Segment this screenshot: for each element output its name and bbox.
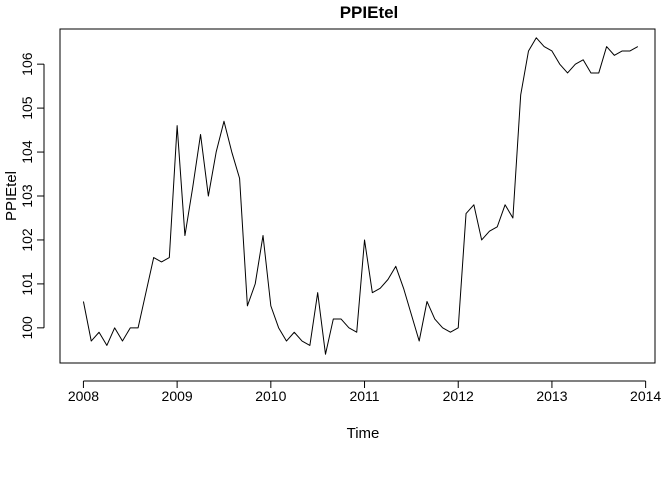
y-tick-label: 105 [19,96,35,120]
y-axis-label: PPIEtel [3,171,20,221]
x-tick-label: 2008 [68,388,99,404]
series-line [82,37,639,355]
y-axis: 100 101 102 103 104 105 106 [19,52,45,340]
x-tick-label: 2014 [630,388,661,404]
y-tick-label: 104 [19,140,35,164]
plot-frame [59,28,656,364]
x-tick-label: 2009 [162,388,193,404]
x-tick-label: 2012 [443,388,474,404]
x-axis-label: Time [347,425,380,442]
x-tick-label: 2010 [255,388,286,404]
x-tick-label: 2013 [536,388,567,404]
y-tick-label: 102 [19,228,35,252]
x-tick-label: 2011 [349,388,379,404]
y-tick-label: 101 [19,272,35,296]
y-tick-label: 100 [19,316,35,340]
chart-title: PPIEtel [340,3,399,22]
y-tick-label: 103 [19,184,35,208]
x-axis: 2008 2009 2010 2011 2012 2013 2014 [68,380,661,404]
y-tick-label: 106 [19,52,35,76]
